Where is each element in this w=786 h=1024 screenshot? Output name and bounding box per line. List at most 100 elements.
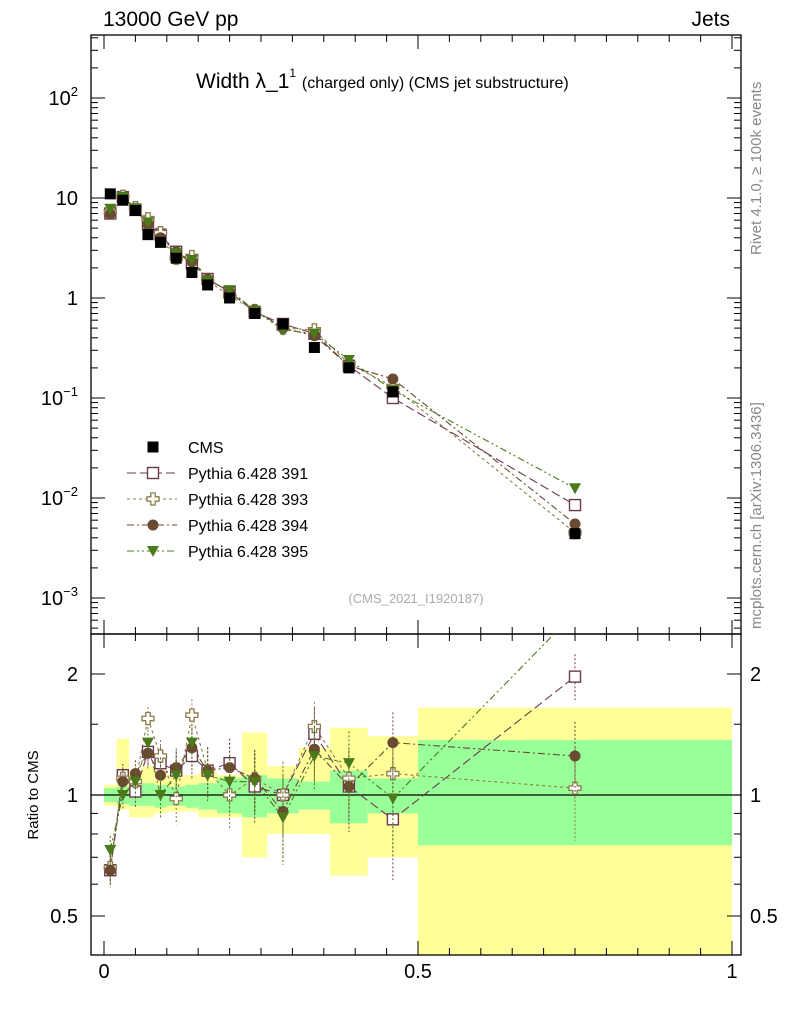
plot-title: Width λ_11 (charged only) (CMS jet subst… bbox=[196, 66, 569, 94]
series-line-pythia-6-428-391 bbox=[109, 196, 576, 506]
x-tick-label: 0.5 bbox=[404, 961, 432, 983]
ratio-y-tick-label: 2 bbox=[750, 664, 761, 686]
y-tick-label: 10−3 bbox=[41, 584, 78, 610]
ratio-point bbox=[342, 758, 355, 770]
data-point bbox=[277, 318, 289, 330]
data-point bbox=[170, 252, 182, 264]
ratio-point bbox=[104, 844, 117, 856]
legend-label: CMS bbox=[188, 440, 224, 457]
ratio-point bbox=[169, 791, 183, 806]
ratio-line-pythia-6-428-393 bbox=[109, 714, 576, 868]
ratio-series-points bbox=[103, 654, 582, 888]
legend-marker bbox=[146, 466, 160, 480]
data-point bbox=[308, 341, 320, 353]
y-tick-label: 10−2 bbox=[41, 484, 78, 510]
ratio-point bbox=[129, 768, 141, 780]
ratio-point bbox=[248, 776, 261, 788]
main-series-points bbox=[103, 188, 582, 540]
data-point bbox=[142, 229, 154, 241]
y-tick-label: 1 bbox=[67, 288, 78, 310]
ratio-point bbox=[568, 781, 582, 795]
data-point bbox=[224, 292, 236, 304]
y-tick-label: 10−1 bbox=[41, 384, 78, 410]
ratio-y-tick-label: 1 bbox=[750, 785, 761, 807]
ratio-point bbox=[568, 670, 582, 683]
data-point bbox=[569, 528, 581, 540]
ratio-point bbox=[185, 737, 198, 749]
ratio-point bbox=[116, 790, 129, 801]
ratio-point bbox=[343, 780, 355, 792]
ratio-point bbox=[153, 749, 168, 763]
legend-label: Pythia 6.428 394 bbox=[188, 518, 308, 535]
legend-label: Pythia 6.428 395 bbox=[188, 544, 308, 561]
data-point bbox=[569, 518, 581, 530]
y-tick-label: 102 bbox=[49, 84, 78, 110]
ratio-y-tick-label: 1 bbox=[67, 785, 78, 807]
data-point bbox=[117, 194, 129, 206]
ratio-point bbox=[201, 770, 214, 782]
data-point bbox=[185, 254, 198, 266]
data-point bbox=[568, 498, 582, 512]
ratio-point bbox=[276, 812, 289, 824]
ratio-point bbox=[129, 776, 142, 788]
ratio-point bbox=[104, 864, 116, 876]
data-point bbox=[104, 188, 116, 200]
data-point bbox=[104, 203, 117, 215]
ratio-point bbox=[185, 708, 199, 722]
title-main: Width λ_1 bbox=[196, 70, 290, 93]
ratio-point bbox=[308, 751, 321, 763]
ratio-line-pythia-6-428-394 bbox=[109, 742, 576, 871]
legend: CMS Pythia 6.428 391 Pythia 6.428 393 Pythi… bbox=[127, 440, 308, 561]
observable-group-label: Jets bbox=[691, 8, 730, 31]
analysis-label: (CMS_2021_I1920187) bbox=[348, 591, 483, 606]
ratio-band-inner bbox=[185, 784, 199, 808]
legend-marker bbox=[147, 441, 159, 453]
data-point bbox=[141, 217, 154, 229]
title-superscript: 1 bbox=[289, 66, 297, 80]
legend-marker bbox=[147, 546, 159, 557]
data-point bbox=[223, 285, 236, 297]
data-point bbox=[186, 266, 198, 278]
y-tick-label: 10 bbox=[56, 188, 78, 210]
data-point bbox=[249, 307, 261, 319]
data-point bbox=[387, 386, 399, 398]
ratio-point bbox=[387, 737, 399, 749]
ratio-point bbox=[141, 737, 154, 749]
ratio-bands bbox=[104, 707, 732, 955]
ratio-point bbox=[569, 750, 581, 762]
ratio-point bbox=[154, 790, 167, 801]
process-label: 13000 GeV pp bbox=[103, 8, 239, 31]
legend-label: Pythia 6.428 393 bbox=[188, 492, 308, 509]
ratio-point bbox=[142, 747, 154, 759]
data-point bbox=[308, 328, 321, 340]
mcplots-label: mcplots.cern.ch [arXiv:1306.3436] bbox=[748, 402, 765, 629]
data-point bbox=[342, 354, 355, 366]
x-tick-label: 1 bbox=[726, 961, 737, 983]
rivet-version-label: Rivet 4.1.0, ≥ 100k events bbox=[748, 82, 765, 255]
series-line-pythia-6-428-395 bbox=[109, 195, 576, 489]
data-point bbox=[202, 279, 214, 291]
ratio-point bbox=[386, 793, 399, 805]
main-axes: 10−3 10−2 10−1 1 10 102 bbox=[41, 34, 742, 635]
legend-marker bbox=[146, 492, 160, 506]
ratio-point bbox=[276, 788, 290, 802]
ratio-point bbox=[170, 770, 183, 782]
ratio-axes: 0.5 0.5 1 1 2 2 0 0.5 1 bbox=[50, 633, 778, 983]
ratio-point bbox=[117, 776, 129, 788]
ratio-y-tick-label: 0.5 bbox=[750, 906, 778, 928]
ratio-y-tick-label: 0.5 bbox=[50, 906, 78, 928]
data-point bbox=[569, 483, 581, 495]
data-point bbox=[343, 362, 355, 374]
ratio-point bbox=[223, 776, 236, 788]
ratio-point bbox=[141, 711, 155, 726]
data-point bbox=[387, 373, 399, 385]
title-subtitle: (charged only) (CMS jet substructure) bbox=[301, 75, 569, 92]
x-tick-label: 0 bbox=[98, 961, 109, 983]
ratio-y-tick-label: 2 bbox=[67, 664, 78, 686]
legend-label: Pythia 6.428 391 bbox=[188, 466, 308, 483]
data-point bbox=[129, 204, 141, 216]
data-point bbox=[155, 236, 167, 248]
legend-marker bbox=[147, 519, 159, 531]
ratio-y-axis-label: Ratio to CMS bbox=[25, 750, 42, 839]
